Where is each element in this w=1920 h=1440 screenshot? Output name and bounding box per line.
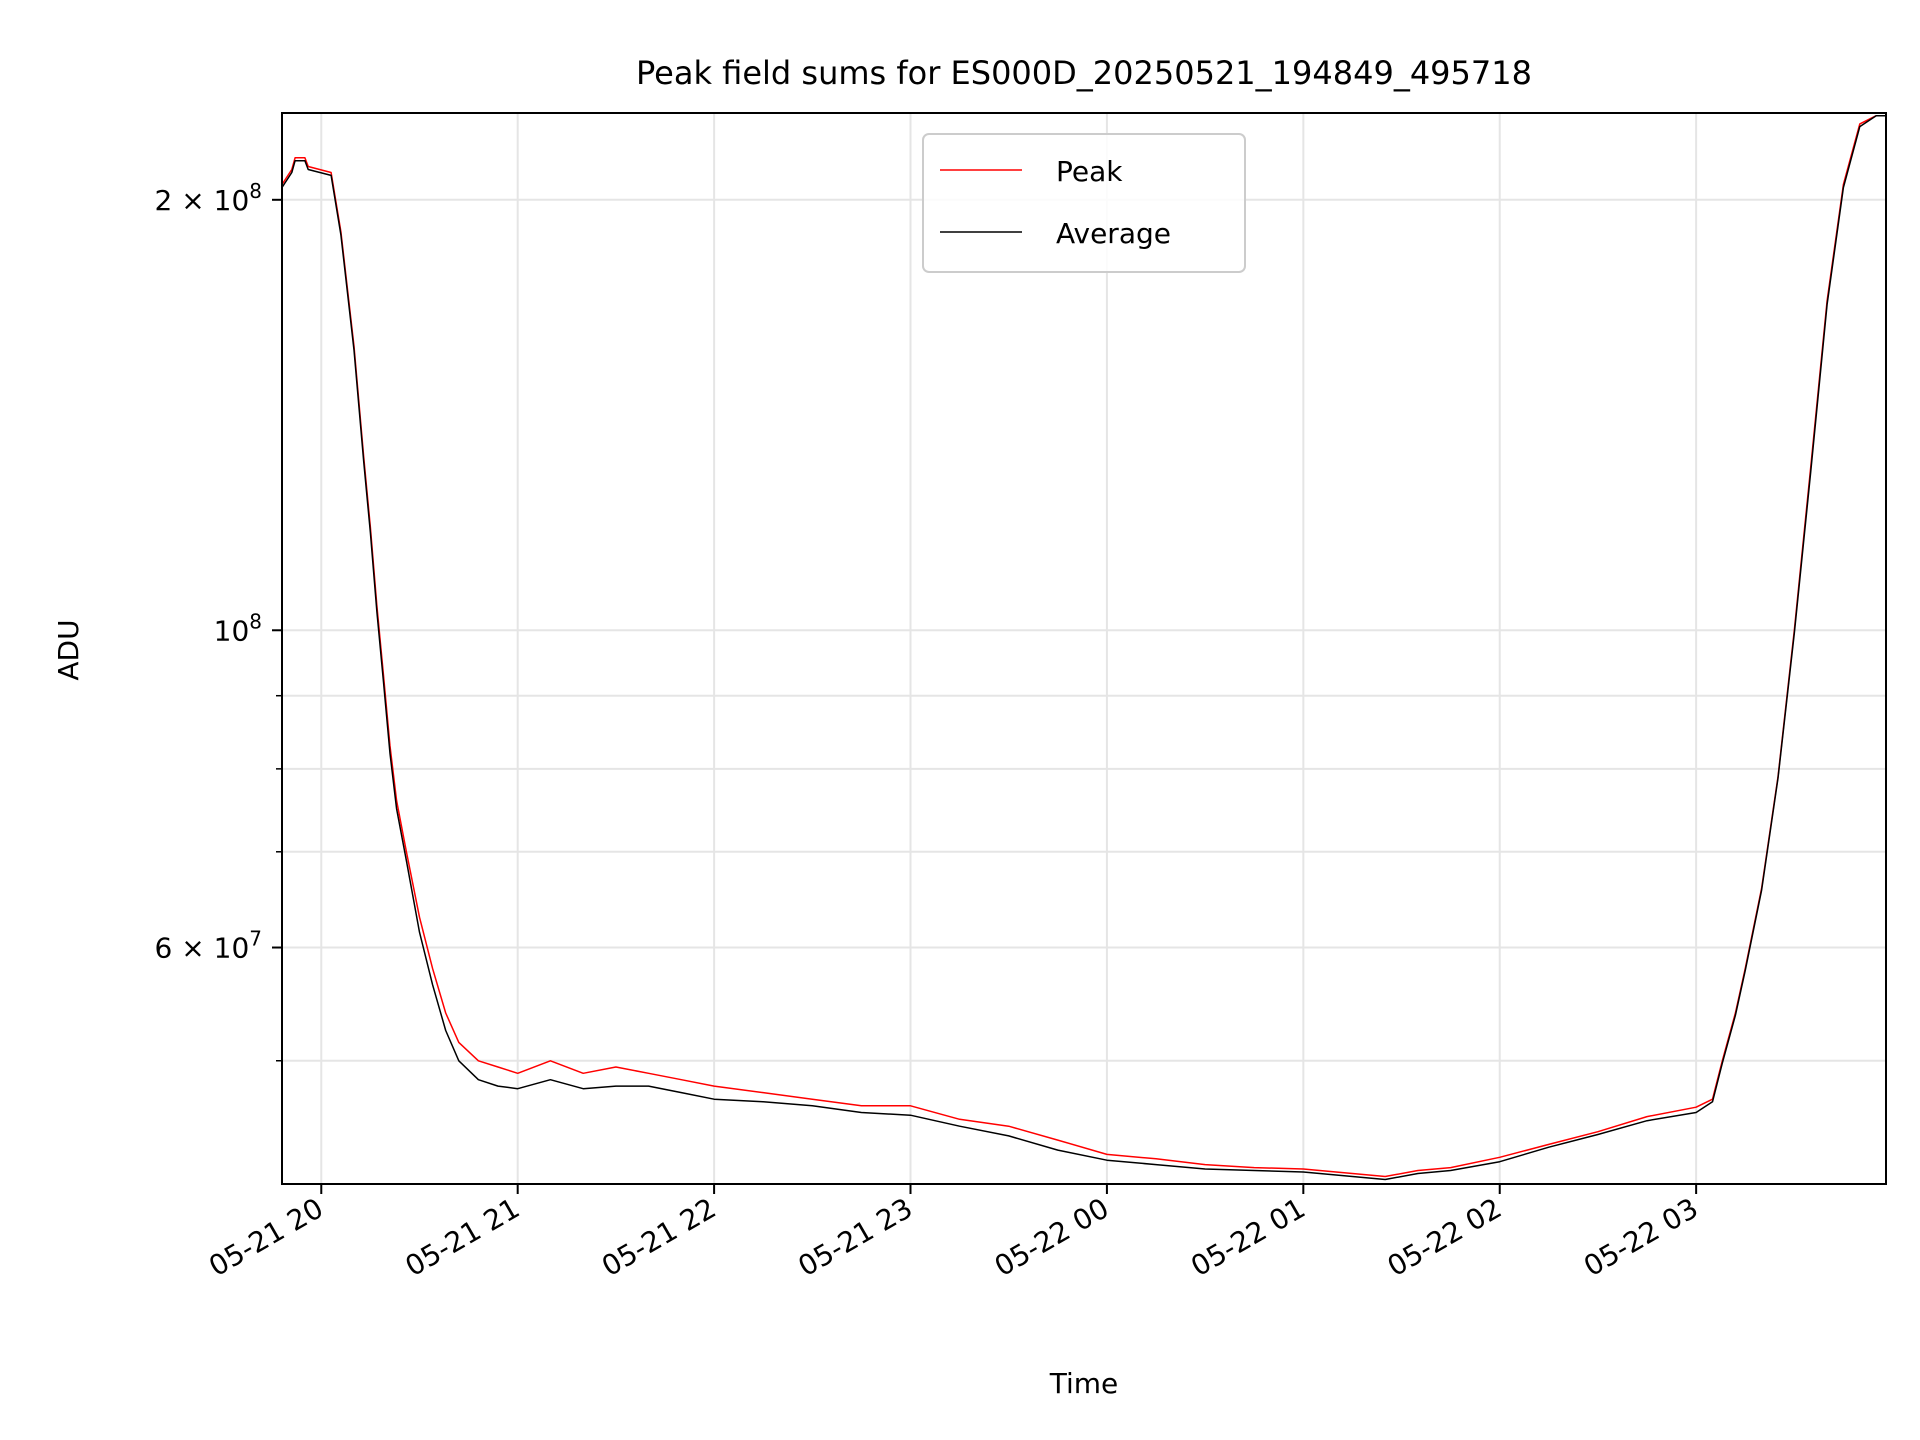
- series-layer: [281, 114, 1886, 1181]
- y-axis-ticks: 2 × 108 108 6 × 107: [155, 179, 282, 1062]
- y-axis-label: ADU: [52, 619, 85, 680]
- y-tick-label: 2 × 108: [155, 179, 262, 217]
- y-tick-label: 108: [214, 609, 262, 647]
- legend-peak-label: Peak: [1056, 155, 1123, 188]
- x-axis-label: Time: [1049, 1367, 1119, 1400]
- legend-box: [922, 133, 1246, 273]
- legend-average-label: Average: [1056, 217, 1171, 250]
- series-line-average: [281, 114, 1886, 1181]
- chart-title: Peak field sums for ES000D_20250521_1948…: [636, 54, 1532, 92]
- legend: Peak Average: [922, 133, 1246, 273]
- plot-frame: [281, 112, 1887, 1185]
- y-tick-label: 6 × 107: [155, 927, 262, 965]
